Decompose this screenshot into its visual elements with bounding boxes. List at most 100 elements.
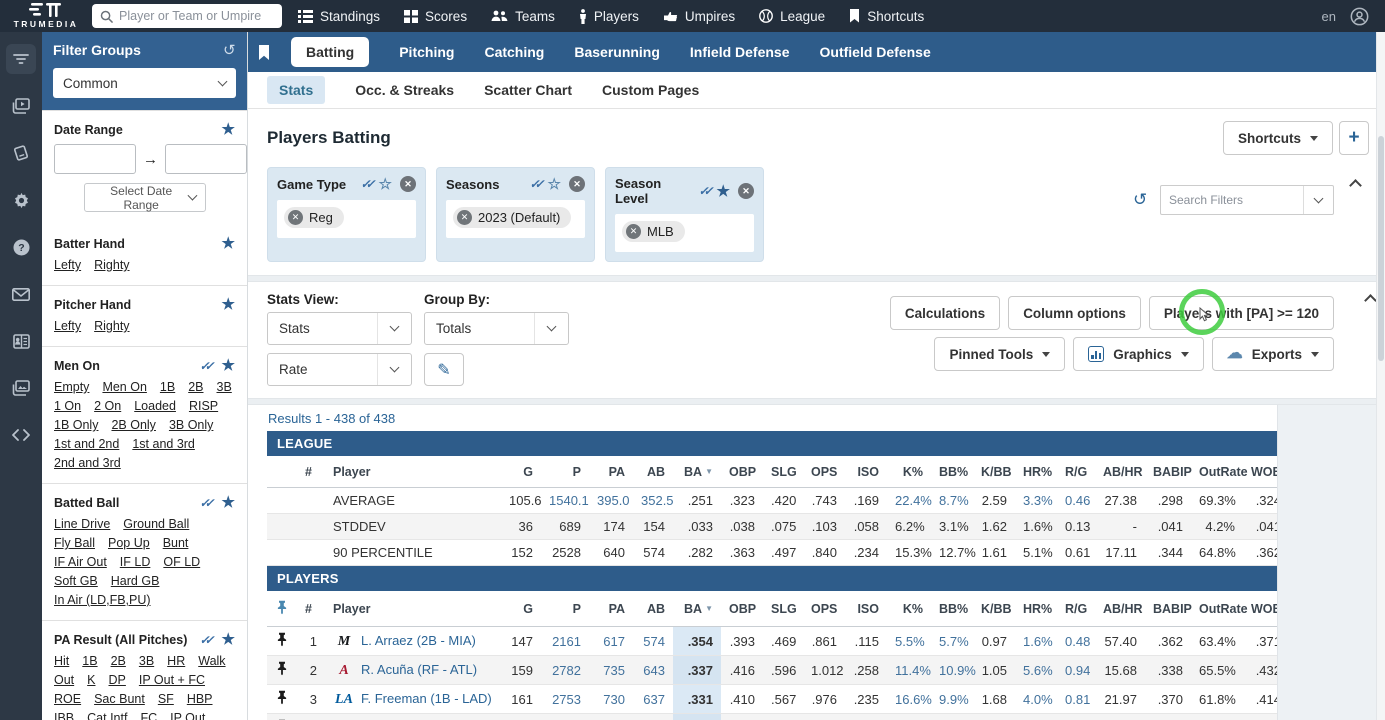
tab-catching[interactable]: Catching [484, 44, 545, 60]
filter-link[interactable]: 3B [216, 380, 232, 394]
column-header-k[interactable]: K% [887, 591, 931, 627]
stat-link[interactable]: 0.81 [1065, 691, 1091, 707]
column-header-pa[interactable]: PA [589, 456, 633, 488]
pin-cell[interactable] [267, 626, 297, 656]
filter-link[interactable]: HR [167, 654, 186, 668]
filter-link[interactable]: Walk [198, 654, 226, 668]
filter-link[interactable]: Righty [94, 319, 130, 333]
star-icon[interactable]: ★ [221, 357, 235, 374]
star-icon[interactable]: ★ [221, 235, 235, 252]
global-search-input[interactable] [119, 9, 269, 23]
remove-filter-icon[interactable]: ✕ [400, 176, 416, 192]
tab-outfield-defense[interactable]: Outfield Defense [819, 44, 931, 60]
filter-link[interactable]: 1st and 2nd [54, 437, 120, 451]
graphics-button[interactable]: Graphics [1073, 337, 1204, 371]
nav-item-standings[interactable]: Standings [298, 9, 380, 24]
column-header-hr[interactable]: HR% [1015, 456, 1057, 488]
remove-filter-icon[interactable]: ✕ [738, 183, 754, 199]
filter-link[interactable]: 2 On [94, 399, 122, 413]
page-scrollbar[interactable] [1376, 32, 1385, 720]
filter-value-pill[interactable]: ✕ Reg [284, 207, 344, 228]
date-to-input[interactable] [165, 144, 247, 174]
stat-link[interactable]: 0.48 [1065, 633, 1091, 649]
column-header-kbb[interactable]: K/BB [973, 456, 1015, 488]
nav-item-scores[interactable]: Scores [404, 9, 467, 24]
pinned-tools-button[interactable]: Pinned Tools [934, 337, 1066, 371]
stat-link[interactable]: 352.5 [641, 493, 674, 508]
stat-link[interactable]: 735 [603, 662, 625, 678]
filter-link[interactable]: IBB [54, 711, 75, 720]
filter-reset-icon[interactable]: ↻ [223, 42, 236, 59]
user-avatar-icon[interactable] [1350, 7, 1369, 26]
stat-link[interactable]: 4.0% [1023, 691, 1053, 707]
tab-baserunning[interactable]: Baserunning [574, 44, 660, 60]
rate-select[interactable]: Rate [267, 353, 412, 386]
filter-value-pill[interactable]: ✕ 2023 (Default) [453, 207, 572, 228]
column-header-slg[interactable]: SLG [763, 456, 803, 488]
remove-filter-icon[interactable]: ✕ [569, 176, 585, 192]
star-icon[interactable]: ★ [221, 296, 235, 313]
filter-link[interactable]: Ground Ball [123, 517, 190, 531]
column-header-pa[interactable]: PA [589, 591, 633, 627]
nav-item-players[interactable]: Players [579, 9, 639, 24]
help-icon[interactable]: ? [6, 232, 36, 262]
column-header-slg[interactable]: SLG [763, 591, 803, 627]
column-header-ab[interactable]: AB [633, 591, 673, 627]
search-filters-dropdown[interactable] [1303, 186, 1333, 214]
subtab-custom-pages[interactable]: Custom Pages [602, 82, 700, 98]
column-header-abhr[interactable]: AB/HR [1095, 456, 1145, 488]
column-header-p[interactable]: P [541, 456, 589, 488]
exports-button[interactable]: ☁ Exports [1211, 337, 1334, 371]
star-outline-icon[interactable]: ☆ [547, 175, 561, 193]
column-header-obp[interactable]: OBP [721, 456, 763, 488]
column-header-ab[interactable]: AB [633, 456, 673, 488]
nav-item-shortcuts[interactable]: Shortcuts [849, 9, 924, 24]
column-header-rank[interactable]: # [297, 591, 325, 627]
column-header-ba[interactable]: BA ▼ [673, 591, 721, 627]
remove-value-icon[interactable]: ✕ [288, 210, 303, 225]
tab-infield-defense[interactable]: Infield Defense [689, 44, 790, 60]
double-check-icon[interactable]: ✓✓ [199, 358, 214, 373]
language-selector[interactable]: en [1321, 8, 1336, 24]
stat-link[interactable]: 5.5% [895, 633, 925, 649]
stat-link[interactable]: 1540.1 [549, 493, 589, 508]
filter-group-select[interactable]: Common [53, 68, 236, 98]
date-from-input[interactable] [54, 144, 136, 174]
subtab-scatter-chart[interactable]: Scatter Chart [484, 82, 572, 98]
filter-link[interactable]: OF LD [163, 555, 201, 569]
stat-link[interactable]: 5.6% [1023, 662, 1053, 678]
filter-value-pill[interactable]: ✕ MLB [622, 221, 685, 242]
stat-link[interactable]: 5.7% [939, 633, 969, 649]
filter-link[interactable]: 2B [188, 380, 204, 394]
filter-link[interactable]: IP Out + FC [138, 673, 205, 687]
filter-link[interactable]: Line Drive [54, 517, 111, 531]
column-header-hr[interactable]: HR% [1015, 591, 1057, 627]
column-header-bb[interactable]: BB% [931, 591, 973, 627]
filter-history-icon[interactable]: ↻ [1132, 190, 1147, 209]
filter-link[interactable]: Lefty [54, 258, 82, 272]
filter-link[interactable]: Out [54, 673, 75, 687]
pin-cell[interactable] [267, 713, 297, 720]
remove-value-icon[interactable]: ✕ [457, 210, 472, 225]
code-icon[interactable] [6, 420, 36, 450]
trumedia-logo[interactable]: TRUMEDIA [0, 0, 92, 32]
star-outline-icon[interactable]: ☆ [378, 175, 392, 193]
subtab-occ-streaks[interactable]: Occ. & Streaks [355, 82, 455, 98]
double-check-icon[interactable]: ✓✓ [529, 177, 544, 191]
stat-link[interactable]: 11.4% [895, 662, 931, 678]
search-filters[interactable] [1160, 185, 1334, 215]
column-header-ops[interactable]: OPS [803, 591, 845, 627]
filter-link[interactable]: Empty [54, 380, 90, 394]
settings-icon[interactable] [6, 185, 36, 215]
filter-link[interactable]: In Air (LD,FB,PU) [54, 593, 151, 607]
filter-link[interactable]: 3B Only [168, 418, 214, 432]
filter-link[interactable]: ROE [54, 692, 82, 706]
column-header-p[interactable]: P [541, 591, 589, 627]
pin-cell[interactable] [267, 655, 297, 685]
player-name-link[interactable]: R. Acuña (RF - ATL) [361, 661, 478, 677]
column-header-babip[interactable]: BABIP [1145, 456, 1192, 488]
group-by-select[interactable]: Totals [424, 312, 569, 345]
filter-link[interactable]: RISP [188, 399, 219, 413]
column-header-ba[interactable]: BA ▼ [673, 456, 721, 488]
remove-value-icon[interactable]: ✕ [626, 224, 641, 239]
